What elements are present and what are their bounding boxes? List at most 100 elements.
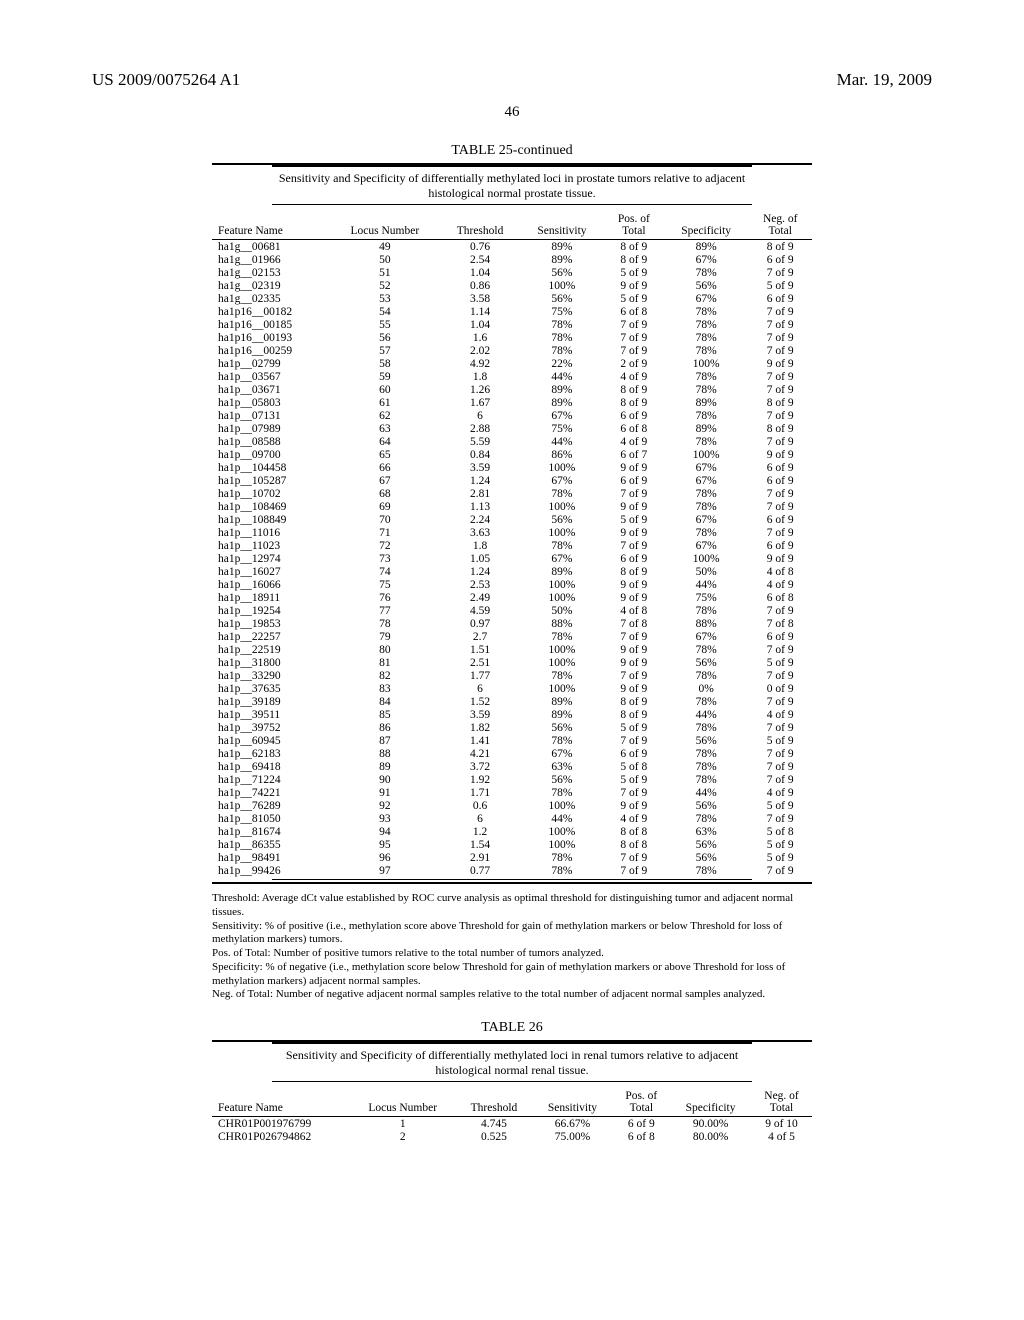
table-cell: 6 of 9 — [604, 474, 664, 487]
table-cell: 7 of 9 — [604, 344, 664, 357]
table-cell: 100% — [520, 825, 604, 838]
table-cell: 100% — [520, 279, 604, 292]
table-cell: 4.21 — [440, 747, 520, 760]
col-threshold: Threshold — [456, 1088, 533, 1117]
table-cell: 67% — [520, 552, 604, 565]
table-cell: 78% — [664, 318, 749, 331]
table-cell: 2.88 — [440, 422, 520, 435]
table-cell: 87 — [330, 734, 440, 747]
table-cell: 7 of 9 — [748, 643, 812, 656]
table-cell: 8 of 9 — [748, 240, 812, 254]
table-cell: ha1p__62183 — [212, 747, 330, 760]
patent-date: Mar. 19, 2009 — [837, 70, 932, 90]
table-cell: 78% — [664, 409, 749, 422]
table-cell: 6 of 9 — [748, 474, 812, 487]
table-cell: 78% — [664, 695, 749, 708]
table-cell: 9 of 9 — [748, 448, 812, 461]
table-row: ha1p__19853780.9788%7 of 888%7 of 8 — [212, 617, 812, 630]
table-cell: 5 of 8 — [604, 760, 664, 773]
table-cell: ha1p__105287 — [212, 474, 330, 487]
table-cell: 4 of 8 — [748, 565, 812, 578]
table-row: ha1p__60945871.4178%7 of 956%5 of 9 — [212, 734, 812, 747]
table-cell: ha1p__33290 — [212, 669, 330, 682]
col-sensitivity: Sensitivity — [532, 1088, 612, 1117]
table-cell: 5 of 9 — [748, 656, 812, 669]
table-cell: ha1p__07131 — [212, 409, 330, 422]
table-cell: 1.05 — [440, 552, 520, 565]
table-cell: 1.13 — [440, 500, 520, 513]
table-row: ha1p16__00193561.678%7 of 978%7 of 9 — [212, 331, 812, 344]
table-cell: 78% — [664, 721, 749, 734]
table-row: ha1p__0713162667%6 of 978%7 of 9 — [212, 409, 812, 422]
col-sensitivity: Sensitivity — [520, 211, 604, 240]
table-cell: 78% — [664, 500, 749, 513]
table-cell: 1.26 — [440, 383, 520, 396]
table-row: ha1p__39511853.5989%8 of 944%4 of 9 — [212, 708, 812, 721]
table-cell: 72 — [330, 539, 440, 552]
table-cell: 44% — [520, 370, 604, 383]
table-cell: 1.52 — [440, 695, 520, 708]
table-cell: 3.72 — [440, 760, 520, 773]
table-row: ha1p__11016713.63100%9 of 978%7 of 9 — [212, 526, 812, 539]
table-cell: 49 — [330, 240, 440, 254]
table-cell: 4 of 8 — [604, 604, 664, 617]
table-cell: 80 — [330, 643, 440, 656]
table-cell: ha1p__31800 — [212, 656, 330, 669]
table-cell: 78% — [664, 643, 749, 656]
table-row: CHR01P02679486220.52575.00%6 of 880.00%4… — [212, 1130, 812, 1143]
table-cell: 75.00% — [532, 1130, 612, 1143]
table-cell: 7 of 9 — [748, 500, 812, 513]
col-feature-name: Feature Name — [212, 1088, 350, 1117]
table-cell: 6 — [440, 409, 520, 422]
table-cell: 9 of 9 — [604, 656, 664, 669]
table-cell: 82 — [330, 669, 440, 682]
table-cell: 100% — [520, 838, 604, 851]
table-cell: 56% — [664, 851, 749, 864]
table-cell: 8 of 9 — [748, 396, 812, 409]
table-cell: 70 — [330, 513, 440, 526]
table-cell: ha1p__81050 — [212, 812, 330, 825]
table-cell: 78% — [664, 812, 749, 825]
table-cell: 92 — [330, 799, 440, 812]
table-cell: 78% — [664, 526, 749, 539]
table-cell: 7 of 9 — [604, 786, 664, 799]
table-cell: 5 of 9 — [604, 773, 664, 786]
table-row: ha1p__74221911.7178%7 of 944%4 of 9 — [212, 786, 812, 799]
page-number: 46 — [92, 104, 932, 121]
table-cell: 9 of 9 — [748, 552, 812, 565]
table-cell: 7 of 9 — [748, 526, 812, 539]
table-row: CHR01P00197679914.74566.67%6 of 990.00%9… — [212, 1117, 812, 1131]
table-cell: ha1p__108849 — [212, 513, 330, 526]
table-cell: ha1p16__00185 — [212, 318, 330, 331]
table-cell: 4.92 — [440, 357, 520, 370]
table-cell: 56% — [520, 292, 604, 305]
table-cell: 88% — [664, 617, 749, 630]
table-cell: 5.59 — [440, 435, 520, 448]
table-cell: 56% — [664, 799, 749, 812]
table-cell: ha1p__60945 — [212, 734, 330, 747]
table-row: ha1p__81674941.2100%8 of 863%5 of 8 — [212, 825, 812, 838]
table-cell: 56% — [520, 513, 604, 526]
table-cell: 44% — [664, 578, 749, 591]
table-cell: 78% — [520, 786, 604, 799]
table-25: Feature Name Locus Number Threshold Sens… — [212, 211, 812, 877]
table-cell: 73 — [330, 552, 440, 565]
table-cell: 51 — [330, 266, 440, 279]
table-cell: 8 of 9 — [604, 383, 664, 396]
table-cell: 59 — [330, 370, 440, 383]
table-cell: 86 — [330, 721, 440, 734]
table-row: ha1p__16027741.2489%8 of 950%4 of 8 — [212, 565, 812, 578]
table-cell: 4 of 5 — [751, 1130, 812, 1143]
table-cell: 3.59 — [440, 461, 520, 474]
table-cell: 100% — [520, 578, 604, 591]
table-cell: 6 of 9 — [604, 747, 664, 760]
table-cell: 56 — [330, 331, 440, 344]
table-cell: 88 — [330, 747, 440, 760]
table-cell: 6 of 9 — [604, 552, 664, 565]
table-cell: 4 of 9 — [748, 578, 812, 591]
table-cell: ha1g__02153 — [212, 266, 330, 279]
table-cell: 44% — [520, 435, 604, 448]
table-cell: 7 of 9 — [604, 318, 664, 331]
page-header: US 2009/0075264 A1 Mar. 19, 2009 — [92, 70, 932, 90]
table-cell: 0.525 — [456, 1130, 533, 1143]
